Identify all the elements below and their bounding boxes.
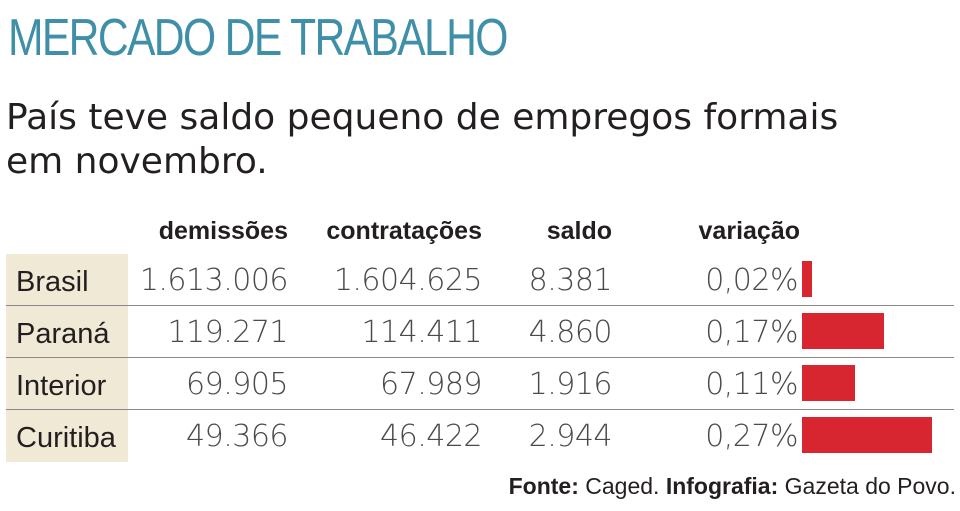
table-row: Interior 69.905 67.989 1.916 0,11% xyxy=(0,358,960,410)
row-label: Brasil xyxy=(16,266,89,298)
cell-variacao: 0,27% xyxy=(705,419,798,454)
row-label-background: Paraná xyxy=(6,306,128,358)
cell-contratacoes: 1.604.625 xyxy=(333,263,483,298)
cell-variacao: 0,17% xyxy=(705,315,798,350)
column-header-contratacoes: contratações xyxy=(326,217,482,245)
cell-saldo: 4.860 xyxy=(528,315,613,350)
headline-line-2: em novembro. xyxy=(6,141,268,182)
row-label-background: Brasil xyxy=(6,254,128,306)
cell-saldo: 8.381 xyxy=(528,263,613,298)
table-row: Curitiba 49.366 46.422 2.944 0,27% xyxy=(0,410,960,462)
cell-variacao: 0,02% xyxy=(705,263,798,298)
cell-contratacoes: 67.989 xyxy=(380,367,482,402)
source-label: Fonte: xyxy=(508,473,579,499)
kicker-title: MERCADO DE TRABALHO xyxy=(8,9,508,67)
table-row: Brasil 1.613.006 1.604.625 8.381 0,02% xyxy=(0,254,960,306)
headline-line-1: País teve saldo pequeno de empregos form… xyxy=(6,97,839,138)
cell-saldo: 2.944 xyxy=(528,419,613,454)
row-divider xyxy=(6,357,954,358)
cell-contratacoes: 114.411 xyxy=(361,315,482,350)
infographic-label: Infografia: xyxy=(665,473,779,499)
headline: País teve saldo pequeno de empregos form… xyxy=(6,96,946,184)
column-header-demissoes: demissões xyxy=(158,217,288,245)
cell-contratacoes: 46.422 xyxy=(380,419,482,454)
table-row: Paraná 119.271 114.411 4.860 0,17% xyxy=(0,306,960,358)
source-credit: Fonte: Caged. Infografia: Gazeta do Povo… xyxy=(509,470,956,502)
variacao-bar xyxy=(802,365,855,401)
column-header-saldo: saldo xyxy=(546,217,612,245)
variacao-bar xyxy=(802,261,812,297)
source-value: Caged. xyxy=(585,473,660,499)
infographic-value: Gazeta do Povo. xyxy=(784,473,956,499)
variacao-bar xyxy=(802,313,884,349)
cell-demissoes: 49.366 xyxy=(186,419,288,454)
cell-variacao: 0,11% xyxy=(705,367,798,402)
row-label: Interior xyxy=(16,370,107,402)
row-label-background: Interior xyxy=(6,358,128,410)
row-divider xyxy=(6,305,954,306)
cell-demissoes: 69.905 xyxy=(186,367,288,402)
cell-demissoes: 119.271 xyxy=(167,315,288,350)
cell-saldo: 1.916 xyxy=(528,367,613,402)
row-label: Curitiba xyxy=(16,422,116,454)
row-divider xyxy=(6,409,954,410)
row-label: Paraná xyxy=(16,318,110,350)
cell-demissoes: 1.613.006 xyxy=(139,263,289,298)
column-header-variacao: variação xyxy=(698,217,800,245)
variacao-bar xyxy=(802,417,932,453)
row-label-background: Curitiba xyxy=(6,410,128,462)
data-table: Brasil 1.613.006 1.604.625 8.381 0,02% Paraná… xyxy=(0,254,960,462)
